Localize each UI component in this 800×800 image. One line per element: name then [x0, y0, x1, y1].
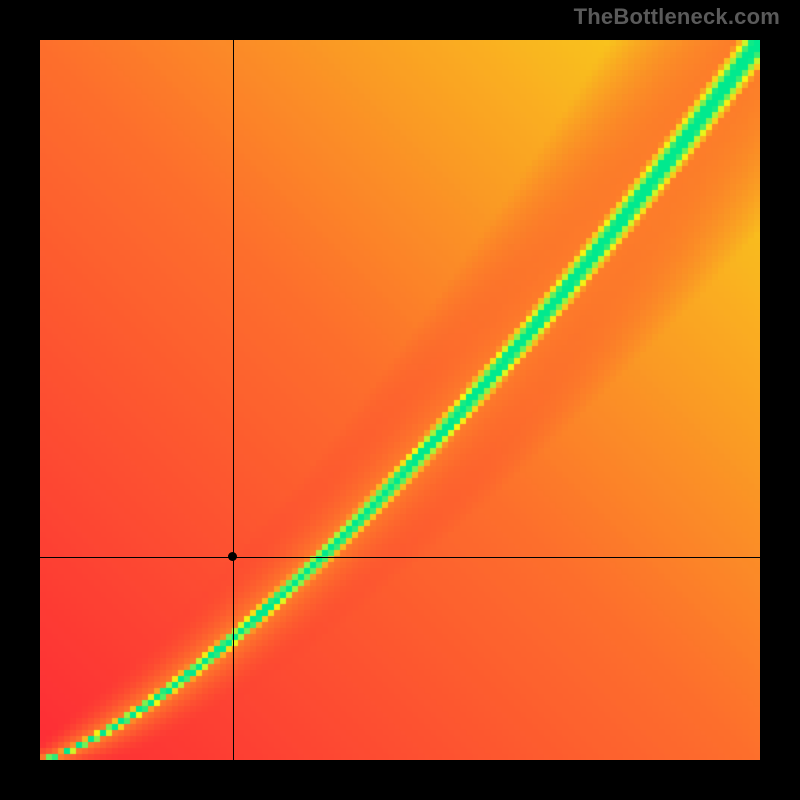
chart-frame: TheBottleneck.com — [0, 0, 800, 800]
crosshair-vertical — [233, 40, 234, 760]
crosshair-horizontal — [40, 557, 760, 558]
heatmap-canvas — [40, 40, 760, 760]
plot-area — [40, 40, 760, 760]
watermark-text: TheBottleneck.com — [574, 4, 780, 30]
